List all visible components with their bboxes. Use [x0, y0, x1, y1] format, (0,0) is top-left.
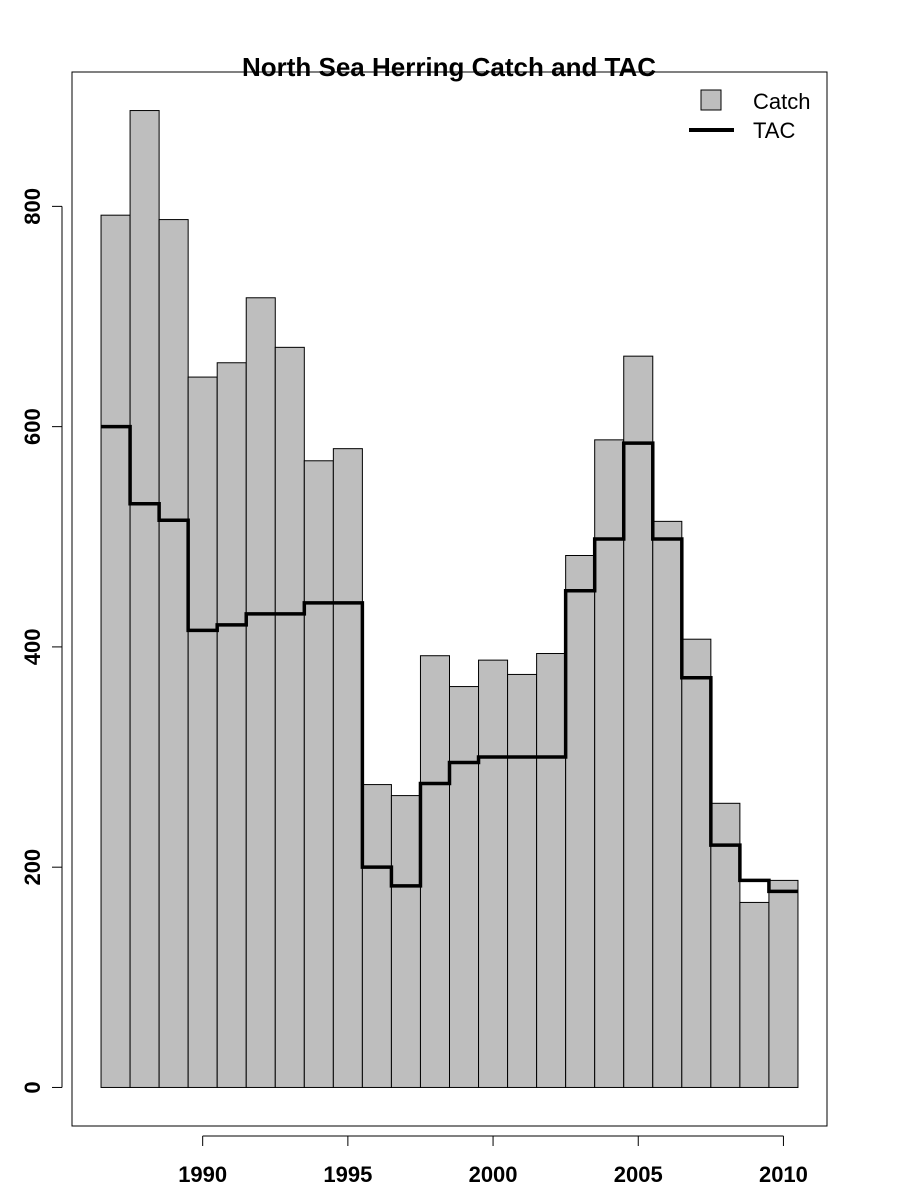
catch-bar-1990: [187, 376, 218, 1088]
catch-bar-1998: [419, 655, 451, 1088]
catch-bar-2008: [710, 802, 741, 1088]
catch-bar-2006: [652, 520, 683, 1088]
legend-label-catch: Catch: [753, 89, 810, 114]
y-axis: 0 200 400 600 800: [20, 188, 63, 1094]
y-tick-label-400: 400: [20, 629, 45, 666]
x-axis: 1990 1995 2000 2005 2010: [178, 1135, 808, 1187]
catch-bar-1989: [158, 219, 189, 1088]
x-tick-label-2005: 2005: [614, 1162, 663, 1187]
tac-step-line: [101, 424, 798, 894]
catch-bar-1996: [361, 784, 392, 1088]
catch-bar-1992: [245, 297, 276, 1088]
catch-bar-2001: [507, 673, 538, 1088]
legend: Catch TAC: [689, 89, 810, 143]
y-tick-label-600: 600: [20, 408, 45, 445]
catch-bars: [100, 110, 799, 1088]
catch-bar-1993: [274, 346, 305, 1088]
chart-title: North Sea Herring Catch and TAC: [242, 52, 656, 82]
plot-frame: [71, 71, 828, 1127]
catch-bar-1997: [390, 795, 421, 1088]
x-tick-label-1995: 1995: [323, 1162, 372, 1187]
x-tick-label-2010: 2010: [759, 1162, 808, 1187]
y-tick-label-0: 0: [20, 1081, 45, 1093]
legend-label-tac: TAC: [753, 118, 795, 143]
catch-bar-1987: [100, 214, 131, 1088]
catch-bar-1994: [303, 460, 334, 1088]
catch-bar-2004: [594, 439, 625, 1088]
catch-bar-1999: [449, 686, 480, 1088]
catch-bar-1991: [216, 362, 247, 1088]
catch-bar-2003: [565, 554, 596, 1088]
catch-bar-2010: [768, 879, 799, 1088]
catch-bar-2009: [739, 901, 770, 1088]
catch-bar-2005: [623, 355, 654, 1088]
catch-bar-2007: [681, 638, 712, 1088]
x-tick-label-1990: 1990: [178, 1162, 227, 1187]
catch-bar-1988: [129, 110, 160, 1088]
catch-bar-1995: [332, 448, 363, 1088]
legend-swatch-catch: [700, 89, 722, 111]
y-tick-label-800: 800: [20, 188, 45, 225]
x-tick-label-2000: 2000: [469, 1162, 518, 1187]
catch-bar-2002: [536, 653, 567, 1088]
catch-bar-2000: [478, 659, 509, 1088]
y-tick-label-200: 200: [20, 849, 45, 886]
